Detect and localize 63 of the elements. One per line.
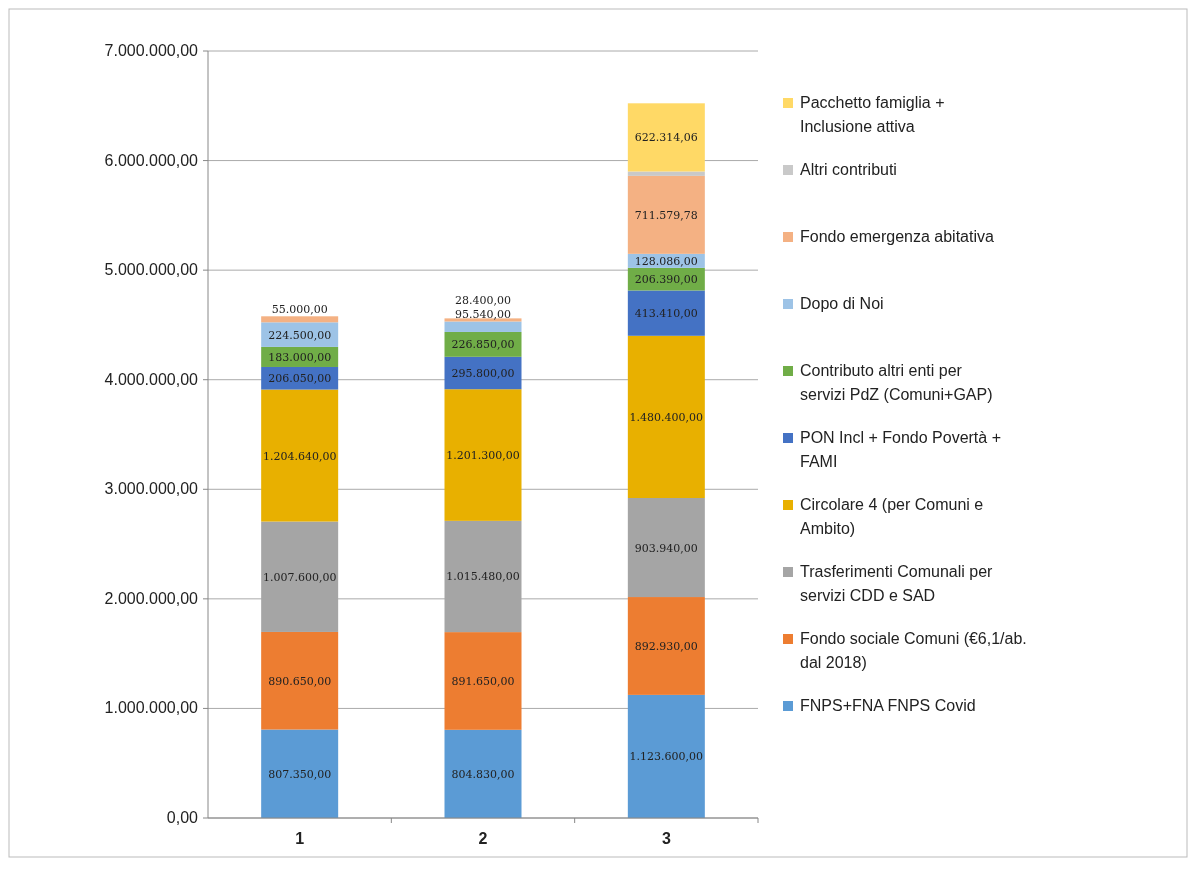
bar xyxy=(627,335,705,498)
data-label: 903.940,00 xyxy=(634,541,698,555)
y-tick-label: 7.000.000,00 xyxy=(104,42,199,59)
data-label: 128.086,00 xyxy=(634,254,698,268)
y-tick-label: 2.000.000,00 xyxy=(104,589,199,607)
bar xyxy=(261,389,339,522)
bar xyxy=(627,103,705,172)
bar xyxy=(261,316,339,323)
bar xyxy=(627,498,705,598)
data-label: 183.000,00 xyxy=(268,350,332,364)
data-label: 890.650,00 xyxy=(268,674,332,688)
data-label: 413.410,00 xyxy=(634,307,698,321)
x-tick-label: 2 xyxy=(478,830,488,847)
x-tick-label: 3 xyxy=(661,830,671,847)
data-label: 206.390,00 xyxy=(634,273,698,287)
y-tick-label: 1.000.000,00 xyxy=(104,699,199,717)
bar xyxy=(627,597,705,695)
data-label: 1.015.480,00 xyxy=(446,570,520,584)
legend-label: Fondo sociale Comuni (€6,1/ab. dal 2018) xyxy=(800,630,1027,671)
bar xyxy=(627,694,705,818)
data-label: 1.201.300,00 xyxy=(446,449,520,463)
legend-label: Dopo di Noi xyxy=(800,295,884,312)
data-label: 224.500,00 xyxy=(268,328,332,342)
legend-label: PON Incl + Fondo Povertà + FAMI xyxy=(800,429,1001,470)
data-label: 55.000,00 xyxy=(271,303,328,317)
y-tick-label: 3.000.000,00 xyxy=(104,480,199,498)
bar xyxy=(627,175,705,254)
bar xyxy=(444,318,522,322)
data-label: 1.123.600,00 xyxy=(629,750,704,764)
data-label: 1.480.400,00 xyxy=(629,410,704,424)
bar xyxy=(444,729,522,818)
data-label: 804.830,00 xyxy=(451,767,515,781)
y-tick-label: 0,00 xyxy=(166,809,199,826)
y-tick-label: 5.000.000,00 xyxy=(104,261,199,279)
data-label: 295.800,00 xyxy=(451,367,515,381)
bar xyxy=(627,290,705,336)
legend-label: Fondo emergenza abitativa xyxy=(800,228,994,245)
bar xyxy=(261,631,339,730)
y-tick-label: 6.000.000,00 xyxy=(104,151,199,169)
data-label: 206.050,00 xyxy=(268,372,332,386)
bar xyxy=(444,321,522,332)
legend-label: Circolare 4 (per Comuni e Ambito) xyxy=(800,496,984,537)
data-label: 226.850,00 xyxy=(451,338,515,352)
bar xyxy=(627,171,705,176)
y-tick-label: 4.000.000,00 xyxy=(104,370,199,388)
data-label: 1.204.640,00 xyxy=(262,449,337,463)
bar xyxy=(444,632,522,730)
data-label: 1.007.600,00 xyxy=(262,570,337,584)
legend-label: Contributo altri enti per servizi PdZ (Comuni+GAP) xyxy=(800,362,993,403)
x-tick-label: 1 xyxy=(295,830,305,847)
data-label: 807.350,00 xyxy=(268,767,332,781)
bar xyxy=(261,729,339,818)
data-label: 622.314,06 xyxy=(634,131,698,145)
bar xyxy=(444,389,522,521)
legend-label: FNPS+FNA FNPS Covid xyxy=(800,697,976,714)
data-label: 892.930,00 xyxy=(634,639,698,653)
legend-label: Trasferimenti Comunali per servizi CDD e SAD xyxy=(800,563,994,604)
data-label: 711.579,78 xyxy=(634,208,698,222)
data-label: 95.540,00 xyxy=(455,308,511,322)
legend-label: Pacchetto famiglia + Inclusione attiva xyxy=(800,94,945,135)
data-label: 28.400,00 xyxy=(455,294,511,308)
data-label: 891.650,00 xyxy=(451,674,515,688)
legend-label: Altri contributi xyxy=(800,161,897,178)
